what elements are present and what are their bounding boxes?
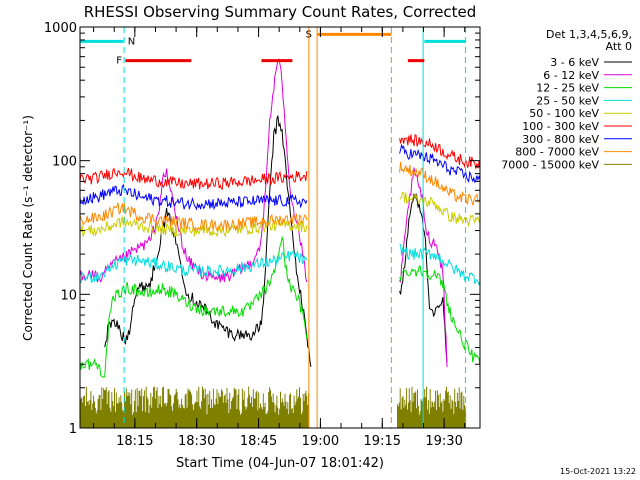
series-line-6-1 — [399, 143, 481, 184]
low-energy-band-1 — [397, 386, 467, 428]
legend-entry-label-5: 100 - 300 keV — [522, 120, 599, 133]
x-tick-label-1: 18:30 — [178, 434, 215, 449]
plot-frame — [79, 26, 481, 429]
series-line-2-1 — [399, 265, 481, 367]
legend-entry-label-1: 6 - 12 keV — [543, 69, 599, 82]
axes-layer: 18:15 18:30 18:45 19:00 19:15 19:30 1 10 100 1000 — [44, 21, 481, 449]
series-line-5-0 — [79, 167, 308, 191]
data-layer: NF S — [79, 27, 481, 428]
legend-entry-label-6: 300 - 800 keV — [522, 133, 599, 146]
low-energy-band-0 — [79, 386, 310, 428]
x-tick-label-2: 18:45 — [240, 434, 277, 449]
y-tick-label-0: 1 — [69, 422, 77, 437]
series-line-3-1 — [399, 243, 481, 286]
x-axis-label: Start Time (04-Jun-07 18:01:42) — [176, 456, 384, 471]
legend-header-1: Att 0 — [606, 40, 632, 53]
x-tick-label-4: 19:15 — [364, 434, 401, 449]
legend-entry-label-7: 800 - 7000 keV — [515, 146, 599, 159]
series-line-5-1 — [399, 134, 481, 170]
y-tick-label-1: 10 — [60, 288, 77, 303]
series-line-4-1 — [399, 191, 481, 228]
flag-label-F: F — [116, 56, 122, 67]
series-line-6-0 — [79, 183, 308, 211]
legend-entry-label-4: 50 - 100 keV — [529, 107, 599, 120]
series-line-1-0 — [79, 58, 308, 283]
series-line-7-1 — [399, 161, 481, 206]
series-line-7-0 — [79, 202, 308, 233]
flag-label-N: N — [128, 36, 135, 47]
legend-entry-label-3: 25 - 50 keV — [536, 94, 599, 107]
series-line-3-0 — [79, 249, 308, 284]
timestamp-label: 15-Oct-2021 13:22 — [560, 467, 636, 476]
series-line-4-0 — [79, 216, 308, 238]
x-tick-label-5: 19:30 — [425, 434, 462, 449]
flag-label-S: S — [306, 29, 312, 40]
y-tick-label-3: 1000 — [44, 21, 77, 36]
chart-title: RHESSI Observing Summary Count Rates, Co… — [84, 3, 477, 21]
legend-header-0: Det 1,3,4,5,6,9, — [546, 28, 632, 41]
x-tick-label-0: 18:15 — [116, 434, 153, 449]
x-tick-label-3: 19:00 — [302, 434, 339, 449]
legend-entry-label-8: 7000 - 15000 keV — [501, 158, 599, 171]
legend-entry-label-0: 3 - 6 keV — [550, 56, 599, 69]
series-line-2-0 — [79, 235, 308, 379]
y-tick-label-2: 100 — [52, 155, 77, 170]
series-line-0-0 — [104, 115, 312, 367]
y-axis-label: Corrected Count Rate (s⁻¹ detector⁻¹) — [21, 115, 35, 341]
legend-entry-label-2: 12 - 25 keV — [536, 82, 599, 95]
